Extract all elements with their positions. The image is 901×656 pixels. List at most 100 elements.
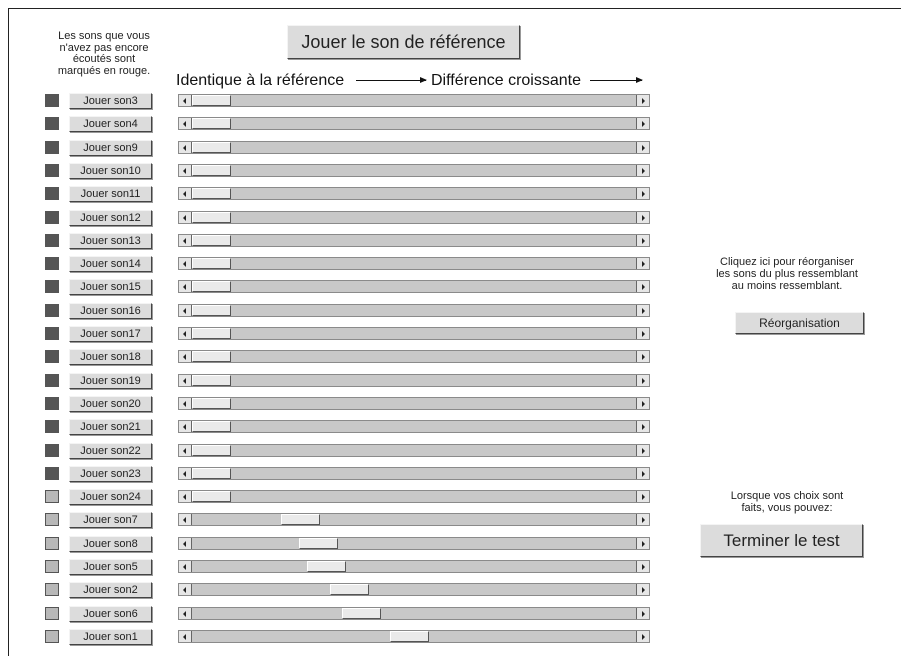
play-sound-button[interactable]: Jouer son20 [69, 396, 152, 412]
slider-thumb[interactable] [342, 608, 381, 619]
slider-thumb[interactable] [192, 491, 231, 502]
slider-thumb[interactable] [192, 235, 231, 246]
similarity-slider[interactable] [178, 560, 650, 573]
scroll-left-icon[interactable] [179, 281, 192, 292]
play-sound-button[interactable]: Jouer son8 [69, 536, 152, 552]
scroll-left-icon[interactable] [179, 398, 192, 409]
slider-thumb[interactable] [192, 165, 231, 176]
similarity-slider[interactable] [178, 607, 650, 620]
scroll-right-icon[interactable] [636, 468, 649, 479]
scroll-left-icon[interactable] [179, 631, 192, 642]
play-sound-button[interactable]: Jouer son16 [69, 303, 152, 319]
scroll-left-icon[interactable] [179, 95, 192, 106]
similarity-slider[interactable] [178, 187, 650, 200]
scroll-left-icon[interactable] [179, 445, 192, 456]
play-sound-button[interactable]: Jouer son5 [69, 559, 152, 575]
scroll-left-icon[interactable] [179, 212, 192, 223]
similarity-slider[interactable] [178, 141, 650, 154]
slider-thumb[interactable] [192, 468, 231, 479]
similarity-slider[interactable] [178, 117, 650, 130]
slider-thumb[interactable] [307, 561, 346, 572]
scroll-right-icon[interactable] [636, 421, 649, 432]
reorganize-button[interactable]: Réorganisation [735, 312, 864, 334]
play-sound-button[interactable]: Jouer son1 [69, 629, 152, 645]
scroll-left-icon[interactable] [179, 328, 192, 339]
finish-test-button[interactable]: Terminer le test [700, 524, 863, 557]
similarity-slider[interactable] [178, 490, 650, 503]
play-sound-button[interactable]: Jouer son24 [69, 489, 152, 505]
scroll-right-icon[interactable] [636, 165, 649, 176]
play-reference-button[interactable]: Jouer le son de référence [287, 25, 520, 59]
play-sound-button[interactable]: Jouer son6 [69, 606, 152, 622]
play-sound-button[interactable]: Jouer son11 [69, 186, 152, 202]
scroll-left-icon[interactable] [179, 491, 192, 502]
similarity-slider[interactable] [178, 350, 650, 363]
play-sound-button[interactable]: Jouer son21 [69, 419, 152, 435]
play-sound-button[interactable]: Jouer son23 [69, 466, 152, 482]
slider-thumb[interactable] [330, 584, 369, 595]
similarity-slider[interactable] [178, 630, 650, 643]
slider-thumb[interactable] [192, 375, 231, 386]
scroll-right-icon[interactable] [636, 212, 649, 223]
scroll-right-icon[interactable] [636, 258, 649, 269]
similarity-slider[interactable] [178, 583, 650, 596]
slider-thumb[interactable] [192, 281, 231, 292]
similarity-slider[interactable] [178, 211, 650, 224]
scroll-left-icon[interactable] [179, 375, 192, 386]
scroll-right-icon[interactable] [636, 375, 649, 386]
slider-thumb[interactable] [192, 258, 231, 269]
scroll-right-icon[interactable] [636, 328, 649, 339]
play-sound-button[interactable]: Jouer son22 [69, 443, 152, 459]
play-sound-button[interactable]: Jouer son15 [69, 279, 152, 295]
slider-thumb[interactable] [192, 188, 231, 199]
scroll-left-icon[interactable] [179, 235, 192, 246]
scroll-left-icon[interactable] [179, 561, 192, 572]
scroll-left-icon[interactable] [179, 118, 192, 129]
slider-thumb[interactable] [192, 305, 231, 316]
similarity-slider[interactable] [178, 467, 650, 480]
scroll-right-icon[interactable] [636, 584, 649, 595]
slider-thumb[interactable] [390, 631, 429, 642]
similarity-slider[interactable] [178, 513, 650, 526]
similarity-slider[interactable] [178, 327, 650, 340]
scroll-right-icon[interactable] [636, 445, 649, 456]
similarity-slider[interactable] [178, 280, 650, 293]
scroll-right-icon[interactable] [636, 351, 649, 362]
play-sound-button[interactable]: Jouer son10 [69, 163, 152, 179]
scroll-right-icon[interactable] [636, 631, 649, 642]
scroll-left-icon[interactable] [179, 165, 192, 176]
scroll-left-icon[interactable] [179, 142, 192, 153]
scroll-left-icon[interactable] [179, 538, 192, 549]
play-sound-button[interactable]: Jouer son4 [69, 116, 152, 132]
slider-thumb[interactable] [192, 328, 231, 339]
scroll-left-icon[interactable] [179, 468, 192, 479]
play-sound-button[interactable]: Jouer son7 [69, 512, 152, 528]
scroll-right-icon[interactable] [636, 118, 649, 129]
slider-thumb[interactable] [281, 514, 320, 525]
scroll-left-icon[interactable] [179, 608, 192, 619]
scroll-right-icon[interactable] [636, 561, 649, 572]
similarity-slider[interactable] [178, 94, 650, 107]
scroll-right-icon[interactable] [636, 608, 649, 619]
slider-thumb[interactable] [192, 95, 231, 106]
scroll-right-icon[interactable] [636, 281, 649, 292]
play-sound-button[interactable]: Jouer son12 [69, 210, 152, 226]
play-sound-button[interactable]: Jouer son19 [69, 373, 152, 389]
play-sound-button[interactable]: Jouer son2 [69, 582, 152, 598]
scroll-right-icon[interactable] [636, 491, 649, 502]
slider-thumb[interactable] [192, 398, 231, 409]
play-sound-button[interactable]: Jouer son9 [69, 140, 152, 156]
similarity-slider[interactable] [178, 420, 650, 433]
play-sound-button[interactable]: Jouer son3 [69, 93, 152, 109]
scroll-left-icon[interactable] [179, 188, 192, 199]
similarity-slider[interactable] [178, 234, 650, 247]
similarity-slider[interactable] [178, 397, 650, 410]
slider-thumb[interactable] [192, 421, 231, 432]
slider-thumb[interactable] [299, 538, 338, 549]
scroll-left-icon[interactable] [179, 421, 192, 432]
scroll-left-icon[interactable] [179, 351, 192, 362]
similarity-slider[interactable] [178, 164, 650, 177]
similarity-slider[interactable] [178, 374, 650, 387]
scroll-right-icon[interactable] [636, 398, 649, 409]
play-sound-button[interactable]: Jouer son18 [69, 349, 152, 365]
